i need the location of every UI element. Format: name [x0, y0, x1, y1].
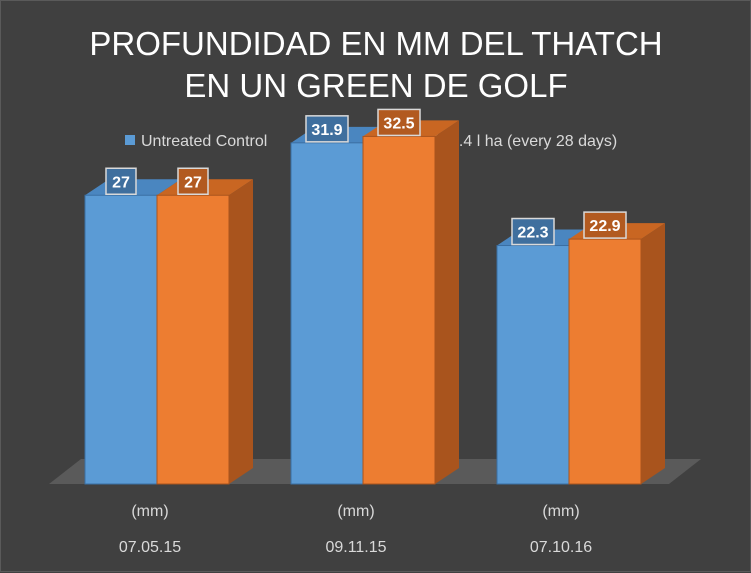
category-date-label: 09.11.15 [325, 539, 386, 556]
data-label-value: 27 [184, 174, 202, 191]
category-unit-label: (mm) [131, 503, 168, 520]
category-unit-label: (mm) [542, 503, 579, 520]
bar-primo-maxx [156, 179, 253, 485]
category-labels: (mm) 07.05.15 (mm) 09.11.15 (mm) 07.10.1… [119, 503, 592, 556]
data-label-value: 27 [112, 174, 130, 191]
data-label-box [305, 115, 349, 143]
category-unit-label: (mm) [337, 503, 374, 520]
data-label-box [105, 167, 137, 195]
bar-front-face [496, 245, 570, 485]
data-label-value: 22.3 [517, 225, 548, 242]
bar-front-face [156, 194, 230, 485]
bar-front-face [290, 142, 364, 485]
data-label-value: 22.9 [589, 218, 620, 235]
bar-side-face [435, 120, 459, 485]
data-labels: 27 27 31.9 32.5 22.3 22.9 [105, 108, 627, 246]
bar-side-face [229, 179, 253, 484]
data-label-value: 31.9 [311, 122, 342, 139]
category-date-label: 07.10.16 [530, 539, 592, 556]
data-label-primo-maxx: 22.9 [583, 211, 627, 239]
data-label-box [583, 211, 627, 239]
data-label-untreated-control: 31.9 [305, 115, 349, 143]
data-label-box [511, 217, 555, 246]
data-label-box [377, 108, 421, 137]
legend-label-untreated-control: Untreated Control [141, 133, 267, 150]
bar-front-face [568, 238, 642, 485]
bar-front-face [362, 135, 436, 485]
data-label-box [177, 167, 209, 195]
bars [84, 120, 665, 485]
bar-primo-maxx [362, 120, 459, 485]
bar-front-face [84, 194, 158, 485]
bar-primo-maxx [568, 223, 665, 485]
bar-side-face [641, 223, 665, 484]
data-label-untreated-control: 22.3 [511, 217, 555, 246]
data-label-primo-maxx: 27 [177, 167, 209, 195]
chart-title-line-2: EN UN GREEN DE GOLF [184, 67, 567, 104]
data-label-primo-maxx: 32.5 [377, 108, 421, 137]
data-label-untreated-control: 27 [105, 167, 137, 195]
chart-title-line-1: PROFUNDIDAD EN MM DEL THATCH [89, 25, 662, 62]
legend-swatch-untreated-control [125, 135, 135, 145]
chart-title: PROFUNDIDAD EN MM DEL THATCH EN UN GREEN… [89, 25, 662, 104]
data-label-value: 32.5 [383, 115, 414, 132]
category-date-label: 07.05.15 [119, 539, 181, 556]
